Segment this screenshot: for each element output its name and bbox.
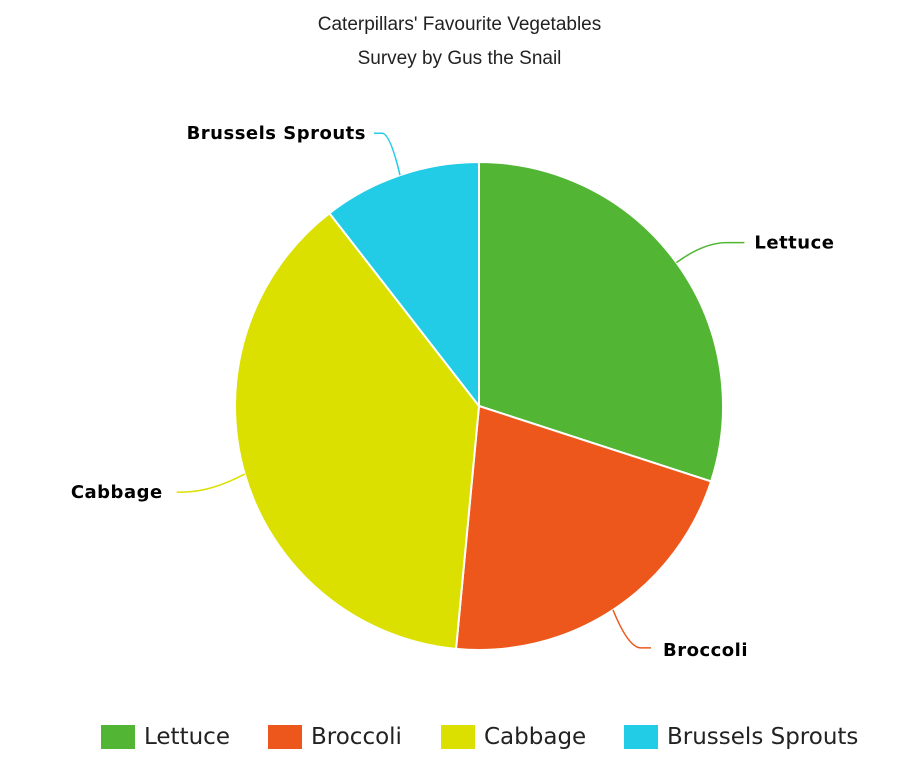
- chart-subtitle: Survey by Gus the Snail: [357, 48, 562, 69]
- slice-label-broccoli: Broccoli: [663, 640, 748, 661]
- connector-lettuce: [675, 241, 745, 264]
- legend-swatch-broccoli: [268, 725, 302, 749]
- legend-swatch-brussels-sprouts: [624, 725, 658, 749]
- slice-label-cabbage: Cabbage: [71, 482, 163, 503]
- connector-cabbage: [176, 473, 246, 493]
- chart-legend: Lettuce Broccoli Cabbage Brussels Sprouts: [0, 722, 919, 754]
- legend-swatch-cabbage: [441, 725, 475, 749]
- legend-item-lettuce[interactable]: Lettuce: [101, 722, 230, 752]
- legend-item-cabbage[interactable]: Cabbage: [441, 722, 586, 752]
- connector-brussels-sprouts: [374, 132, 401, 176]
- pie-slice-brussels-sprouts: [328, 160, 480, 409]
- pie-plot: Lettuce Broccoli Cabbage Brussels Sprouts: [71, 123, 834, 661]
- connector-broccoli: [612, 609, 651, 649]
- slice-label-brussels-sprouts: Brussels Sprouts: [187, 123, 366, 144]
- legend-label-brussels-sprouts: Brussels Sprouts: [667, 724, 859, 750]
- legend-label-broccoli: Broccoli: [311, 724, 402, 750]
- legend-label-lettuce: Lettuce: [144, 724, 230, 750]
- legend-label-cabbage: Cabbage: [484, 724, 587, 750]
- pie-slice-cabbage: [234, 211, 481, 651]
- chart-title: Caterpillars' Favourite Vegetables: [317, 14, 602, 35]
- legend-item-broccoli[interactable]: Broccoli: [268, 722, 402, 752]
- legend-item-brussels-sprouts[interactable]: Brussels Sprouts: [624, 722, 858, 752]
- legend-swatch-lettuce: [101, 725, 135, 749]
- slice-label-lettuce: Lettuce: [754, 233, 834, 254]
